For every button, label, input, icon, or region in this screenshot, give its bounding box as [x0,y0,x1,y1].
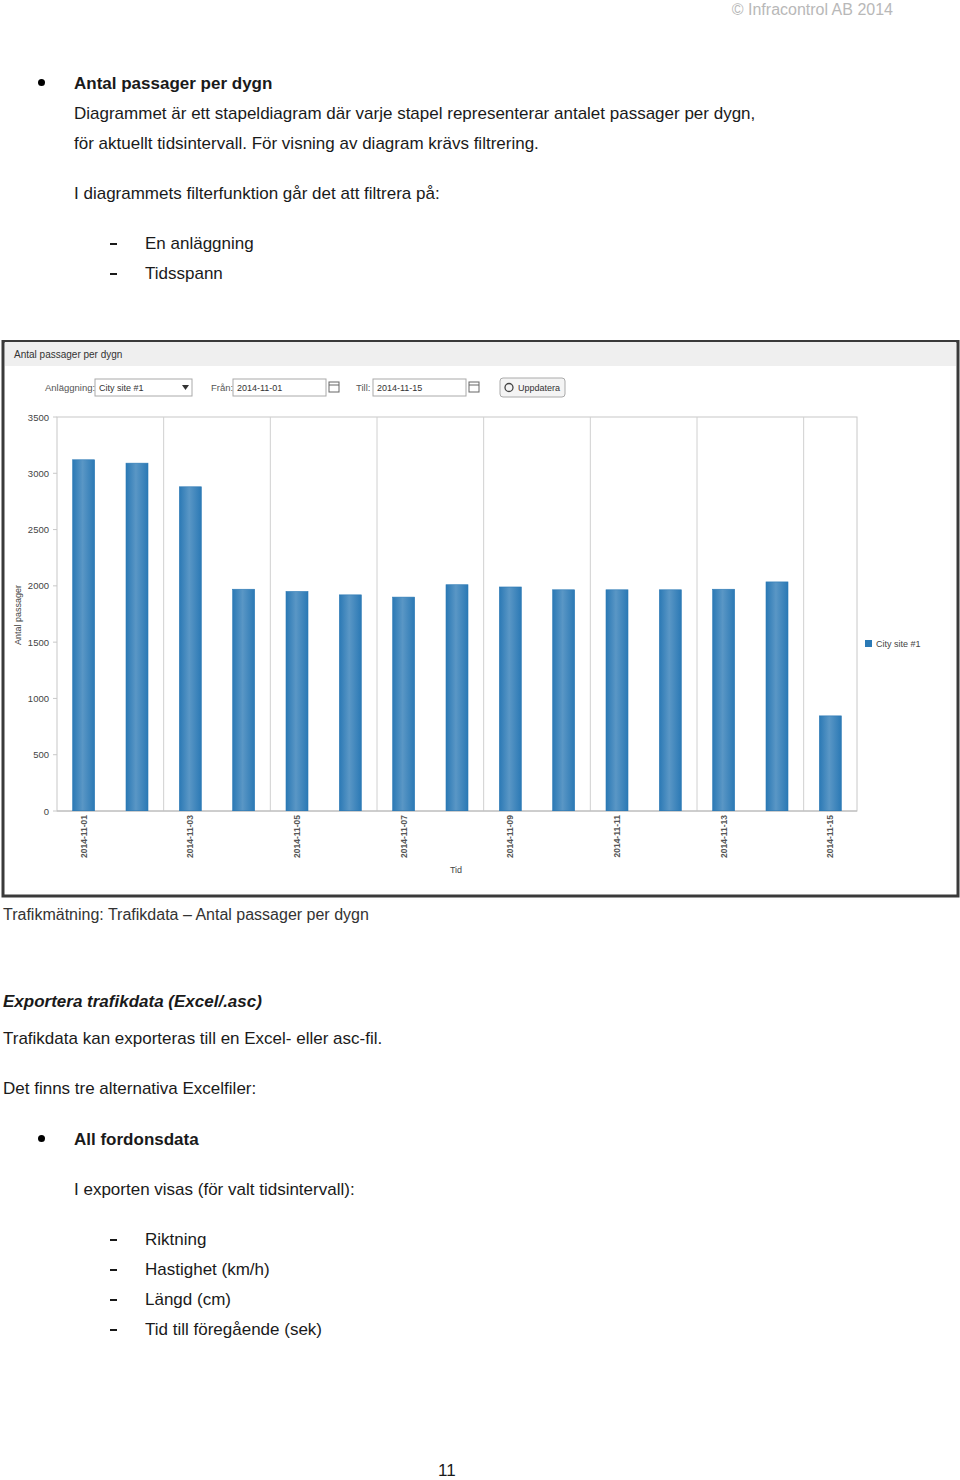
bullet [38,79,45,86]
filter-label: Anläggning: [45,382,95,393]
calendar-icon [469,385,479,386]
bar [553,590,575,811]
x-tick-label: 2014-11-11 [612,815,622,858]
update-button[interactable] [500,378,565,397]
bar [499,587,521,811]
y-tick-label: 2000 [28,580,49,591]
dash [110,243,117,245]
bar [446,585,468,811]
bar [393,597,415,811]
x-tick-label: 2014-11-05 [292,815,302,858]
grid-line [163,417,164,811]
dash [110,1239,117,1241]
filter-label: Till: [356,382,370,393]
bar [73,460,95,811]
bar [659,590,681,811]
select-arrow [182,385,189,390]
paragraph: I diagrammets filterfunktion går det att… [74,183,440,204]
grid-line [483,417,484,811]
caption: Trafikmätning: Trafikdata – Antal passag… [3,905,369,925]
y-tick-label: 1500 [28,637,49,648]
calendar-icon [329,382,339,392]
grid-line [590,417,591,811]
list-item: Längd (cm) [145,1289,231,1310]
date-input [233,379,326,396]
y-tick [53,473,57,474]
y-axis-title: Antal passager [13,585,23,645]
list-item: Tid till föregående (sek) [145,1319,322,1340]
calendar-icon [329,385,339,386]
bar [286,591,308,811]
dash [110,273,117,275]
y-tick [53,585,57,586]
y-tick-label: 2500 [28,524,49,535]
x-tick-label: 2014-11-07 [399,815,409,858]
section-title: Antal passager per dygn [74,73,272,94]
x-tick-label: 2014-11-01 [79,815,89,858]
bar [233,589,255,811]
bar [819,716,841,811]
grid-line [697,417,698,811]
page-number: 11 [438,1460,456,1480]
legend-swatch [865,640,872,647]
heading: Exportera trafikdata (Excel/.asc) [3,991,262,1012]
dash [110,1299,117,1301]
dash [110,1269,117,1271]
bar [339,595,361,811]
y-tick [53,417,57,418]
date-input [373,379,466,396]
calendar-icon [469,382,479,392]
paragraph: I exporten visas (för valt tidsintervall… [74,1179,355,1200]
paragraph: Diagrammet är ett stapeldiagram där varj… [74,103,755,124]
select-value: City site #1 [99,383,144,393]
y-tick [53,811,57,812]
bullet [38,1135,45,1142]
widget-header [5,342,956,366]
y-tick [53,698,57,699]
grid-line [270,417,271,811]
paragraph: för aktuellt tidsintervall. För visning … [74,133,539,154]
x-tick-label: 2014-11-09 [505,815,515,858]
plot-frame [57,417,857,811]
list-item: En anläggning [145,233,254,254]
date-value: 2014-11-15 [377,383,422,393]
x-tick-label: 2014-11-13 [719,815,729,858]
y-tick [53,642,57,643]
list-item: Riktning [145,1229,206,1250]
paragraph: Det finns tre alternativa Excelfiler: [3,1078,256,1099]
grid-line [803,417,804,811]
dash [110,1329,117,1331]
x-tick-label: 2014-11-03 [185,815,195,858]
legend-label: City site #1 [876,639,921,649]
y-tick-label: 500 [33,749,49,760]
x-axis-title: Tid [450,865,462,875]
list-title: All fordonsdata [74,1129,199,1150]
date-value: 2014-11-01 [237,383,282,393]
y-tick-label: 3000 [28,468,49,479]
y-tick-label: 0 [44,806,49,817]
bars [73,460,842,811]
widget-frame [3,341,958,896]
y-tick-label: 1000 [28,693,49,704]
chart-title: Antal passager per dygn [14,349,122,360]
refresh-icon [505,384,513,392]
list-item: Tidsspann [145,263,223,284]
bar [606,590,628,811]
list-item: Hastighet (km/h) [145,1259,270,1280]
filter-label: Från: [211,382,233,393]
button-label[interactable]: Uppdatera [518,383,560,393]
bar [713,589,735,811]
y-tick-label: 3500 [28,412,49,423]
bar [766,582,788,811]
y-tick [53,529,57,530]
select [95,379,192,396]
paragraph: Trafikdata kan exporteras till en Excel-… [3,1028,382,1049]
bar [126,463,148,811]
x-tick-label: 2014-11-15 [825,815,835,858]
bar [179,487,201,811]
chart: Antal passager per dygn Anläggning: City s… [0,340,960,900]
copyright: © Infracontrol AB 2014 [732,0,893,20]
grid-line [377,417,378,811]
y-tick [53,754,57,755]
